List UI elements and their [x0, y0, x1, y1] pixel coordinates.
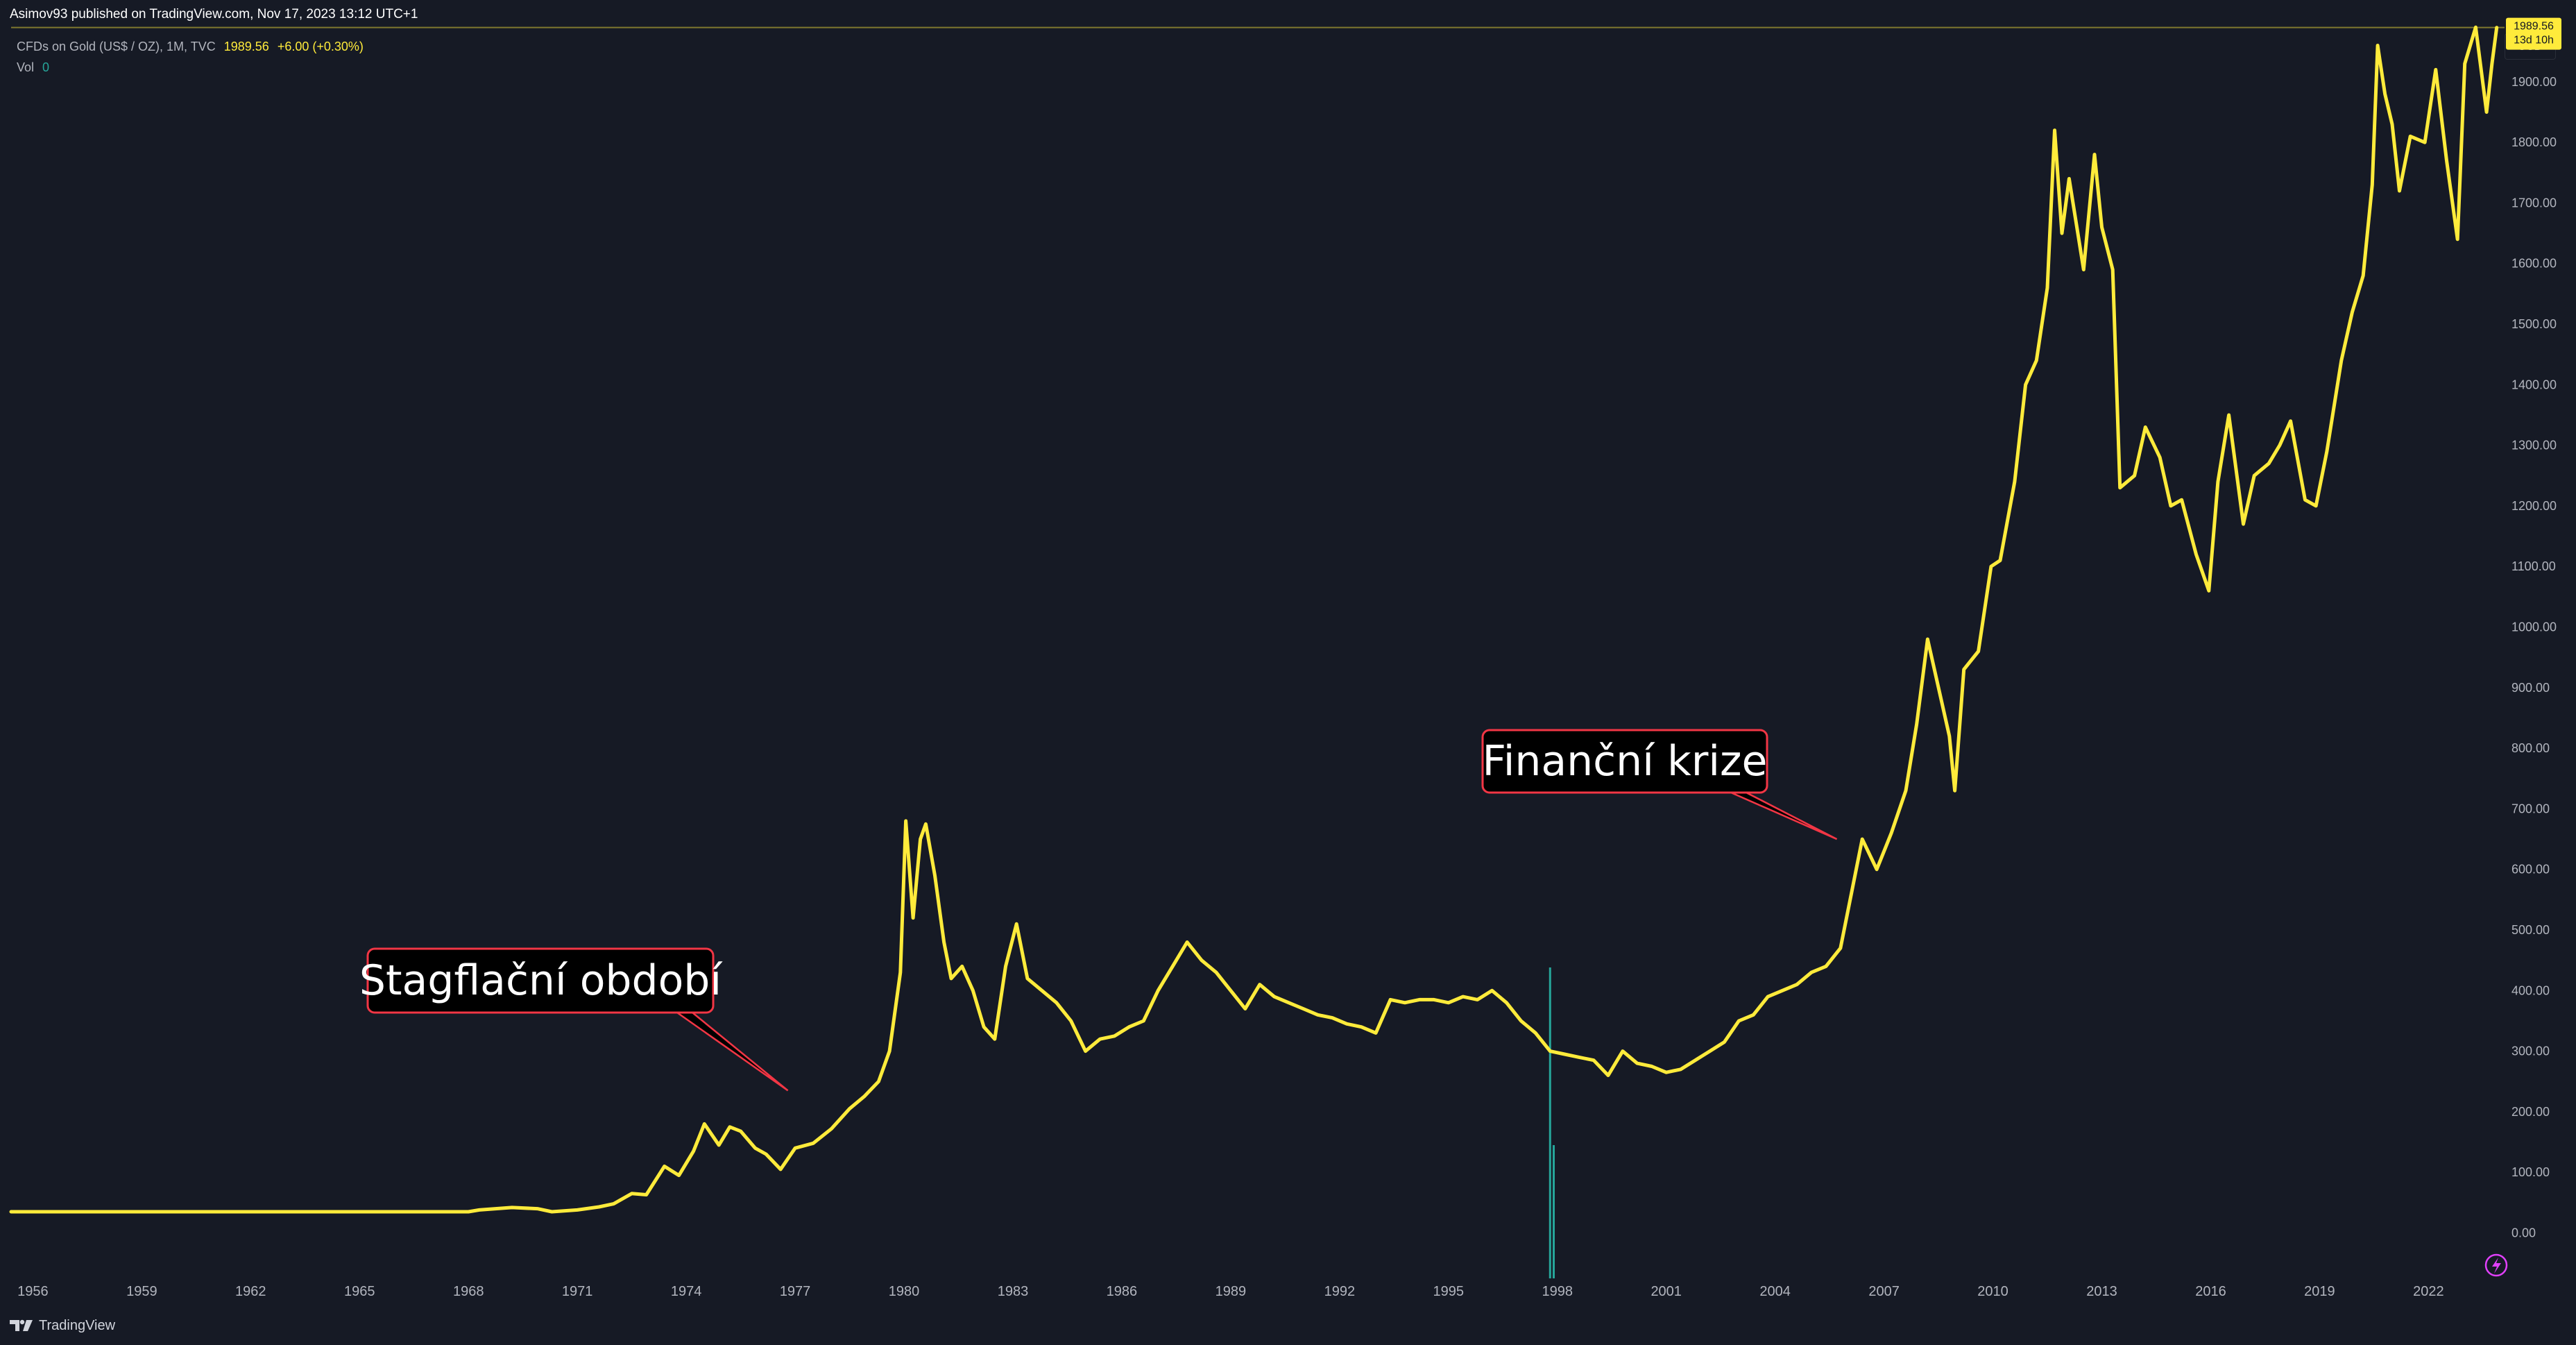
x-tick-label: 1986	[1107, 1284, 1138, 1299]
publication-attribution: Asimov93 published on TradingView.com, N…	[10, 7, 418, 22]
x-tick-label: 1974	[671, 1284, 702, 1299]
x-tick-label: 1968	[453, 1284, 484, 1299]
x-tick-label: 1983	[998, 1284, 1029, 1299]
x-tick-label: 2010	[1977, 1284, 2008, 1299]
volume-layer	[1549, 967, 1555, 1278]
y-tick-label: 600.00	[2511, 863, 2550, 877]
footer-brand[interactable]: TradingView	[39, 1317, 116, 1333]
last-price-tag-price: 1989.56	[2514, 21, 2554, 33]
volume-value: 0	[42, 60, 50, 74]
x-tick-label: 1959	[126, 1284, 157, 1299]
y-tick-label: 900.00	[2511, 681, 2550, 695]
y-tick-label: 1000.00	[2511, 620, 2557, 634]
volume-label: Vol	[17, 60, 35, 74]
y-tick-label: 1600.00	[2511, 257, 2557, 271]
time-axis: 1956 1959 1962 1965 1968 1971 1974 1977 1980 1983…	[17, 1284, 2443, 1299]
x-tick-label: 1971	[562, 1284, 593, 1299]
x-tick-label: 1989	[1216, 1284, 1247, 1299]
y-tick-label: 1200.00	[2511, 499, 2557, 513]
x-tick-label: 2001	[1650, 1284, 1682, 1299]
y-tick-label: 100.00	[2511, 1165, 2550, 1179]
x-tick-label: 1998	[1542, 1284, 1573, 1299]
volume-legend-row[interactable]: Vol 0	[17, 57, 364, 78]
y-tick-label: 400.00	[2511, 983, 2550, 997]
x-tick-label: 1992	[1324, 1284, 1356, 1299]
stagflation-callout-leader	[676, 1011, 789, 1092]
financial-crisis-callout-leader	[1730, 791, 1838, 840]
y-tick-label: 700.00	[2511, 802, 2550, 815]
y-tick-label: 1800.00	[2511, 135, 2557, 149]
x-tick-label: 2022	[2413, 1284, 2444, 1299]
x-tick-label: 1956	[17, 1284, 49, 1299]
x-tick-label: 1965	[344, 1284, 375, 1299]
x-tick-label: 1995	[1433, 1284, 1465, 1299]
y-tick-label: 200.00	[2511, 1105, 2550, 1119]
legend-price: 1989.56	[223, 39, 269, 53]
y-tick-label: 1700.00	[2511, 196, 2557, 210]
legend-change: +6.00 (+0.30%)	[277, 39, 364, 53]
x-tick-label: 2013	[2086, 1284, 2117, 1299]
x-tick-label: 1980	[889, 1284, 920, 1299]
tradingview-logo-icon[interactable]	[10, 1319, 33, 1333]
price-series-line	[9, 25, 2499, 1214]
y-tick-label: 1100.00	[2511, 559, 2556, 573]
financial-crisis-callout-box	[1481, 729, 1768, 794]
currency-button[interactable]: USD	[2505, 33, 2556, 60]
symbol-name: CFDs on Gold (US$ / OZ), 1M, TVC	[17, 39, 216, 53]
symbol-legend-row[interactable]: CFDs on Gold (US$ / OZ), 1M, TVC 1989.56…	[17, 36, 364, 57]
x-tick-label: 2016	[2195, 1284, 2226, 1299]
y-tick-label: 1300.00	[2511, 439, 2557, 452]
y-tick-label: 0.00	[2511, 1226, 2536, 1240]
x-tick-label: 1977	[780, 1284, 811, 1299]
x-tick-label: 2007	[1868, 1284, 1900, 1299]
stagflation-callout-text: Stagflační období	[359, 956, 723, 1005]
x-tick-label: 2004	[1759, 1284, 1791, 1299]
financial-crisis-callout[interactable]: Finanční krize	[1481, 729, 1838, 840]
lightning-icon[interactable]	[2484, 1253, 2508, 1277]
stagflation-callout-box	[366, 947, 715, 1014]
x-tick-label: 2019	[2304, 1284, 2335, 1299]
y-tick-label: 500.00	[2511, 923, 2550, 937]
price-axis: 0.00 100.00 200.00 300.00 400.00 500.00 600.00…	[2511, 75, 2557, 1240]
x-tick-label: 1962	[235, 1284, 266, 1299]
y-tick-label: 300.00	[2511, 1044, 2550, 1058]
chart-legend: CFDs on Gold (US$ / OZ), 1M, TVC 1989.56…	[17, 36, 364, 78]
financial-crisis-callout-text: Finanční krize	[1483, 737, 1768, 786]
y-tick-label: 800.00	[2511, 741, 2550, 755]
y-tick-label: 1900.00	[2511, 75, 2557, 89]
y-tick-label: 1500.00	[2511, 317, 2557, 331]
stagflation-callout[interactable]: Stagflační období	[359, 947, 789, 1092]
footer: TradingView	[10, 1313, 115, 1338]
y-tick-label: 1400.00	[2511, 378, 2557, 391]
